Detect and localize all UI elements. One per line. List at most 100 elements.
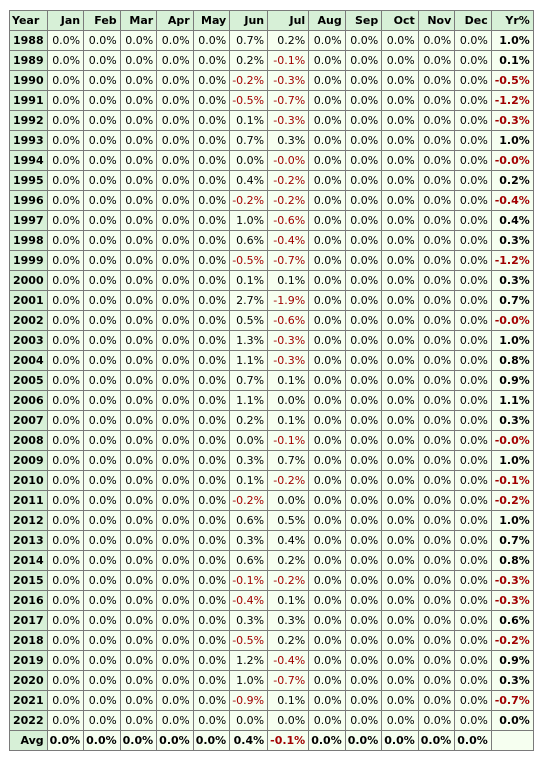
month-return-cell: -0.1%: [267, 50, 310, 71]
month-return-cell: 0.0%: [308, 530, 346, 551]
year-total-cell: 1.0%: [490, 330, 534, 351]
month-return-cell: 0.0%: [454, 230, 492, 251]
month-return-cell: 0.6%: [229, 510, 269, 531]
month-return-cell: 0.0%: [344, 710, 383, 731]
month-return-cell: 0.0%: [381, 570, 419, 591]
month-return-cell: 0.0%: [192, 90, 231, 111]
table-row: 1990 0.0% 0.0% 0.0% 0.0% 0.0% -0.2% -0.3% 0.0% 0.…: [9, 70, 534, 91]
month-return-cell: 0.0%: [344, 150, 383, 171]
month-return-cell: 0.1%: [229, 270, 269, 291]
table-row: 2014 0.0% 0.0% 0.0% 0.0% 0.0% 0.6% 0.2% 0.0% 0.0%…: [9, 550, 534, 571]
month-return-cell: 0.0%: [192, 290, 231, 311]
month-return-cell: 0.3%: [229, 530, 269, 551]
month-return-cell: 0.0%: [417, 290, 456, 311]
month-return-cell: 0.0%: [156, 670, 194, 691]
month-return-cell: 0.1%: [229, 110, 269, 131]
month-return-cell: 0.0%: [417, 510, 456, 531]
month-return-cell: 0.0%: [192, 630, 231, 651]
month-return-cell: 0.0%: [156, 330, 194, 351]
month-return-cell: 0.0%: [46, 190, 85, 211]
month-return-cell: 0.0%: [381, 470, 419, 491]
year-total-cell: -0.7%: [490, 690, 534, 711]
month-return-cell: -0.3%: [267, 70, 310, 91]
year-label: 2022: [9, 710, 48, 731]
month-return-cell: 0.0%: [417, 390, 456, 411]
month-return-cell: 0.0%: [46, 70, 85, 91]
year-label: 2005: [9, 370, 48, 391]
table-row: 1989 0.0% 0.0% 0.0% 0.0% 0.0% 0.2% -0.1% 0.0% 0.0…: [9, 50, 534, 71]
year-total-cell: 0.7%: [490, 290, 534, 311]
month-return-cell: 0.0%: [344, 550, 383, 571]
month-return-cell: 0.0%: [119, 250, 158, 271]
month-return-cell: 0.0%: [381, 30, 419, 51]
month-return-cell: 0.0%: [267, 490, 310, 511]
table-row: 2000 0.0% 0.0% 0.0% 0.0% 0.0% 0.1% 0.1% 0.0% 0.0%…: [9, 270, 534, 291]
month-return-cell: 0.0%: [381, 430, 419, 451]
month-return-cell: 0.0%: [417, 170, 456, 191]
year-total-cell: 0.8%: [490, 350, 534, 371]
month-return-cell: 0.0%: [381, 450, 419, 471]
month-return-cell: 0.0%: [454, 330, 492, 351]
month-return-cell: -0.3%: [267, 330, 310, 351]
month-return-cell: -0.4%: [267, 230, 310, 251]
month-return-cell: 0.0%: [192, 430, 231, 451]
month-return-cell: 0.6%: [229, 550, 269, 571]
month-return-cell: 0.0%: [417, 330, 456, 351]
month-return-cell: -0.1%: [229, 570, 269, 591]
month-return-cell: 0.0%: [344, 630, 383, 651]
month-return-cell: 0.0%: [46, 550, 85, 571]
average-row: Avg 0.0% 0.0% 0.0% 0.0% 0.0% 0.4% -0.1% 0.0% 0.0%…: [9, 730, 534, 751]
month-return-cell: 0.0%: [83, 610, 121, 631]
month-return-cell: 0.0%: [381, 410, 419, 431]
table-row: 2011 0.0% 0.0% 0.0% 0.0% 0.0% -0.2% 0.0% 0.0% 0.0…: [9, 490, 534, 511]
month-return-cell: 0.0%: [381, 650, 419, 671]
table-row: 1995 0.0% 0.0% 0.0% 0.0% 0.0% 0.4% -0.2% 0.0% 0.0…: [9, 170, 534, 191]
month-return-cell: 0.0%: [46, 490, 85, 511]
year-label: 2015: [9, 570, 48, 591]
month-return-cell: 0.0%: [83, 250, 121, 271]
month-return-cell: 0.7%: [229, 370, 269, 391]
month-return-cell: -0.7%: [267, 90, 310, 111]
table-row: 2018 0.0% 0.0% 0.0% 0.0% 0.0% -0.5% 0.2% 0.0% 0.0…: [9, 630, 534, 651]
month-return-cell: -0.2%: [229, 490, 269, 511]
month-return-cell: 0.0%: [83, 510, 121, 531]
month-return-cell: 0.0%: [381, 550, 419, 571]
month-return-cell: 0.0%: [308, 410, 346, 431]
month-return-cell: 0.0%: [156, 450, 194, 471]
month-return-cell: 0.0%: [119, 390, 158, 411]
month-return-cell: 0.0%: [83, 690, 121, 711]
year-total-cell: -0.3%: [490, 570, 534, 591]
year-total-cell: 0.3%: [490, 410, 534, 431]
month-return-cell: 0.0%: [46, 670, 85, 691]
table-row: 2022 0.0% 0.0% 0.0% 0.0% 0.0% 0.0% 0.0% 0.0% 0.0%…: [9, 710, 534, 731]
month-return-cell: 0.0%: [417, 570, 456, 591]
month-return-cell: 0.0%: [417, 490, 456, 511]
year-label: 2018: [9, 630, 48, 651]
month-return-cell: -0.1%: [267, 430, 310, 451]
month-return-cell: 1.3%: [229, 330, 269, 351]
month-return-cell: 0.0%: [308, 370, 346, 391]
month-return-cell: 0.3%: [267, 130, 310, 151]
month-return-cell: 0.0%: [119, 430, 158, 451]
month-return-cell: 0.0%: [192, 250, 231, 271]
month-return-cell: 0.0%: [192, 350, 231, 371]
month-return-cell: -0.3%: [267, 350, 310, 371]
month-return-cell: 0.0%: [454, 310, 492, 331]
month-return-cell: 0.0%: [381, 710, 419, 731]
month-return-cell: 0.0%: [308, 190, 346, 211]
month-return-cell: 0.0%: [119, 130, 158, 151]
month-return-cell: 0.0%: [46, 710, 85, 731]
column-header: Aug: [308, 10, 346, 31]
average-label: Avg: [9, 730, 48, 751]
month-return-cell: 0.0%: [308, 70, 346, 91]
month-return-cell: 0.0%: [46, 330, 85, 351]
month-return-cell: 0.0%: [119, 530, 158, 551]
average-month-cell: 0.0%: [156, 730, 194, 751]
month-return-cell: 0.0%: [308, 270, 346, 291]
month-return-cell: 0.0%: [381, 170, 419, 191]
table-row: 2007 0.0% 0.0% 0.0% 0.0% 0.0% 0.2% 0.1% 0.0% 0.0%…: [9, 410, 534, 431]
month-return-cell: 1.0%: [229, 210, 269, 231]
month-return-cell: 0.0%: [46, 50, 85, 71]
month-return-cell: 0.0%: [192, 370, 231, 391]
year-total-cell: 0.8%: [490, 550, 534, 571]
